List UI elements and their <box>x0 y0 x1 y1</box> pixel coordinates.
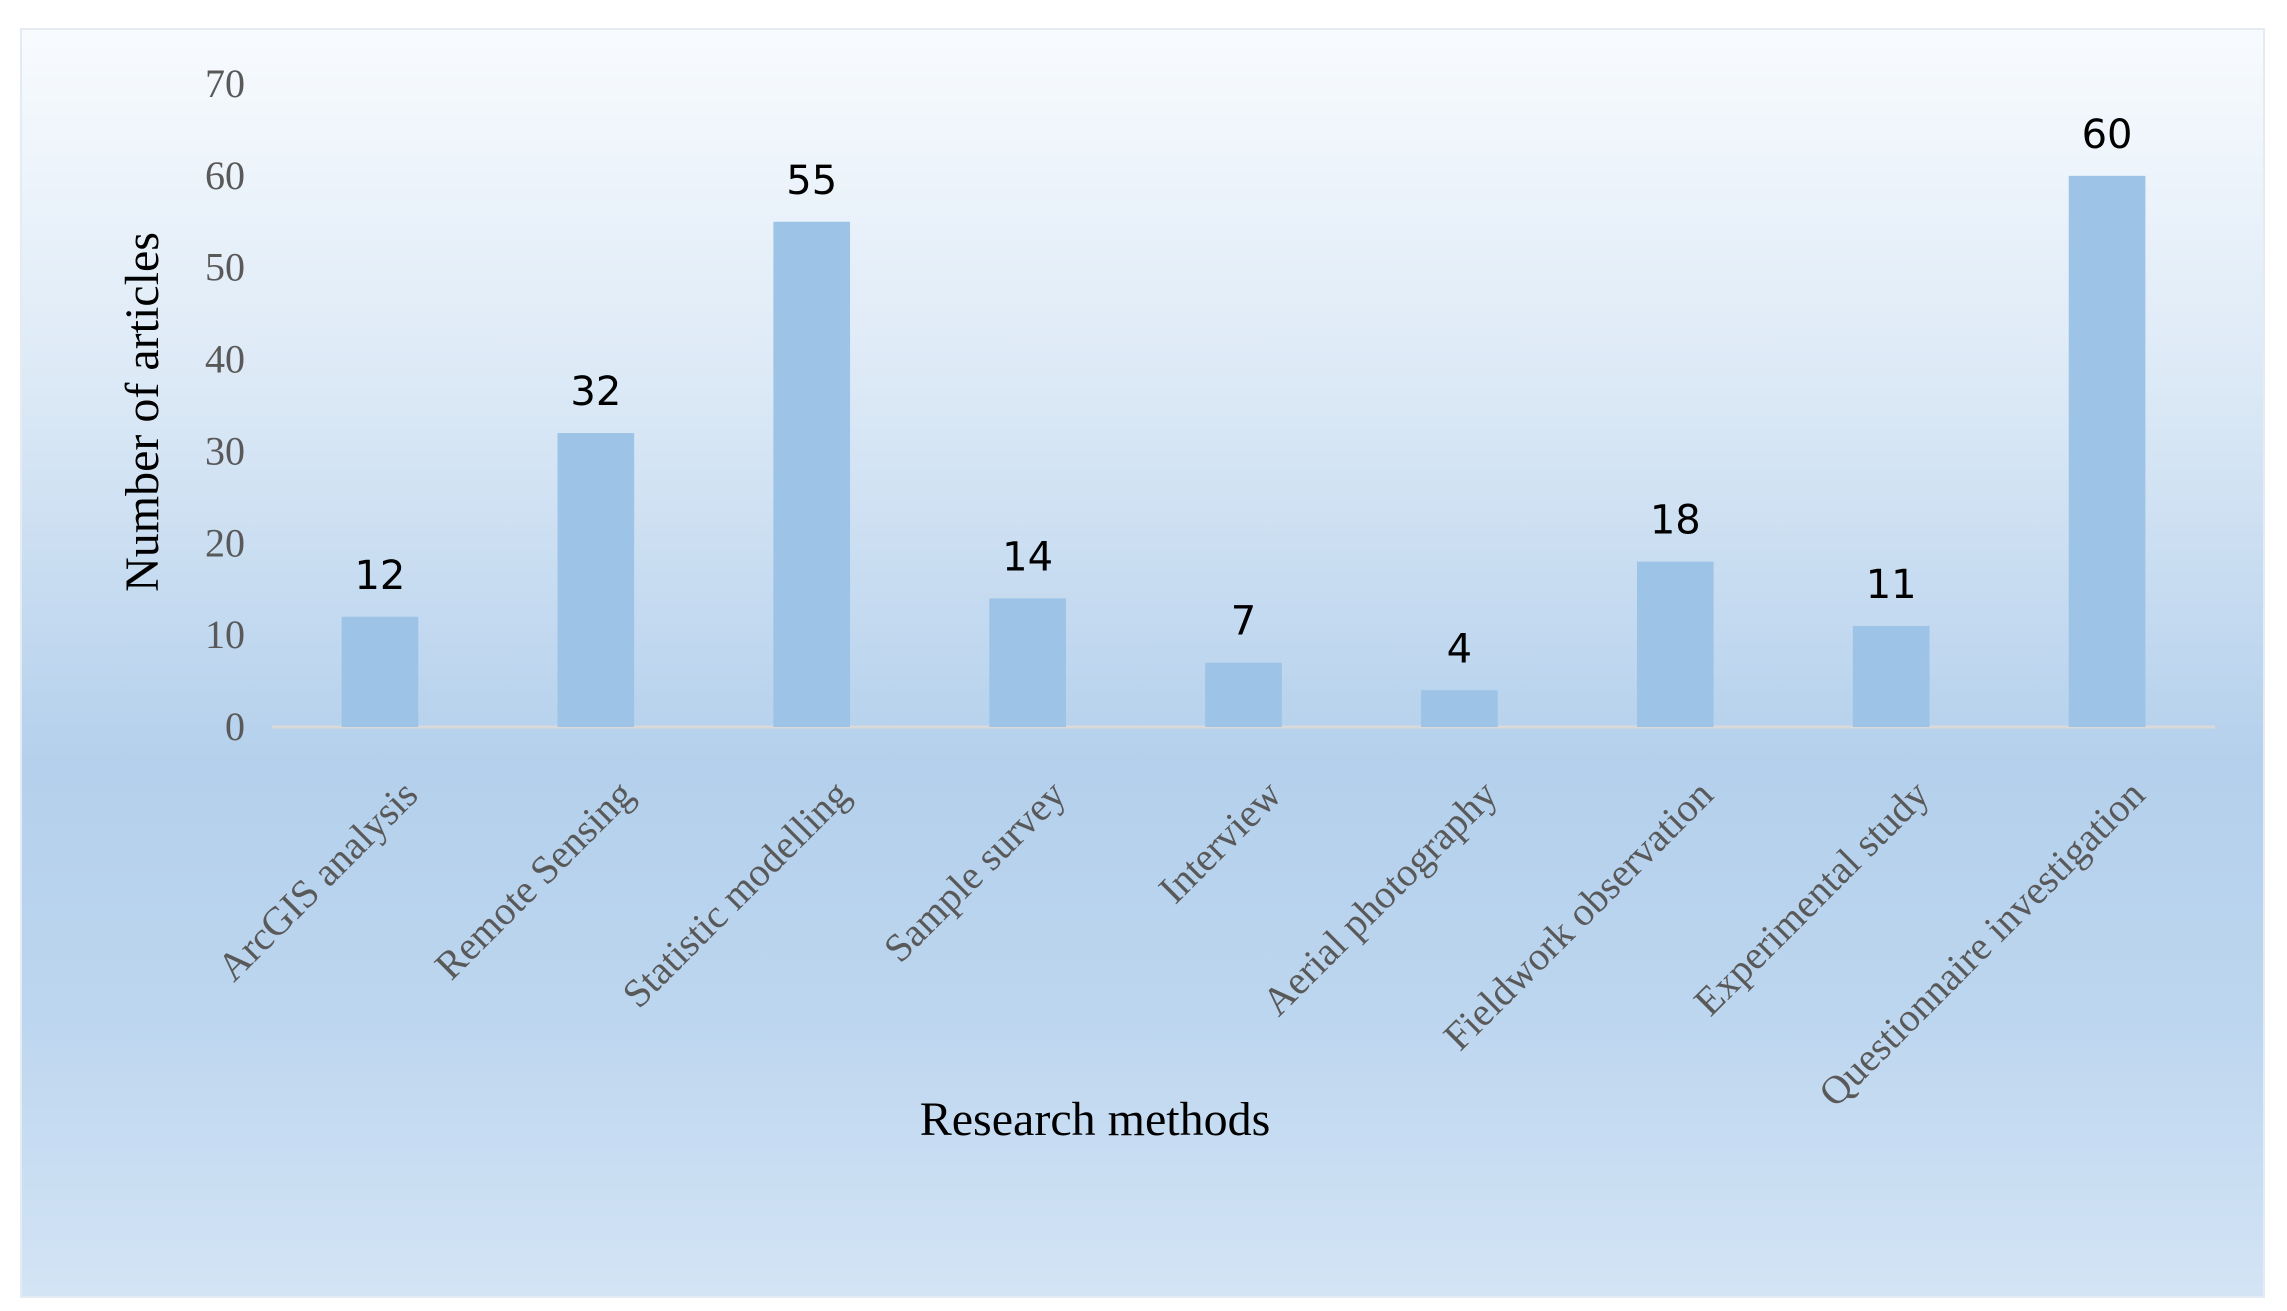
bar <box>2068 175 2146 727</box>
x-category-label: Experimental study <box>1685 772 1938 1025</box>
bar <box>773 221 851 728</box>
x-category-label: Sample survey <box>875 772 1074 971</box>
y-tick-label: 20 <box>205 520 245 565</box>
bar <box>989 598 1066 727</box>
x-category-label: Interview <box>1150 771 1290 911</box>
bar <box>341 616 419 727</box>
bar <box>557 433 635 727</box>
y-axis-ticks: 0 10 20 30 40 50 60 70 <box>205 61 245 749</box>
x-category-label: Aerial photography <box>1253 772 1506 1025</box>
x-category-label: Statistic modelling <box>613 772 858 1017</box>
data-label: 7 <box>1231 599 1256 645</box>
y-tick-label: 50 <box>205 245 245 290</box>
y-tick-label: 0 <box>225 704 245 749</box>
y-tick-label: 40 <box>205 337 245 382</box>
y-tick-label: 10 <box>205 612 245 657</box>
bar <box>1852 625 1930 727</box>
x-category-label: Remote Sensing <box>426 772 642 988</box>
bar <box>1205 662 1282 727</box>
y-axis-title: Number of articles <box>116 232 169 592</box>
x-axis-title: Research methods <box>920 1093 1271 1146</box>
y-tick-label: 70 <box>205 61 245 106</box>
data-label: 60 <box>2082 112 2133 158</box>
bar <box>1421 690 1498 727</box>
x-category-label: ArcGIS analysis <box>208 772 426 990</box>
data-label: 55 <box>786 158 837 204</box>
data-labels: 12 32 55 14 7 4 18 11 60 <box>354 112 2132 672</box>
y-tick-label: 30 <box>205 428 245 473</box>
data-label: 32 <box>570 369 621 415</box>
data-label: 11 <box>1866 562 1917 608</box>
bar <box>1636 561 1714 727</box>
data-label: 12 <box>354 553 405 599</box>
data-label: 18 <box>1650 498 1701 544</box>
y-tick-label: 60 <box>205 153 245 198</box>
data-label: 14 <box>1002 534 1053 580</box>
bars <box>341 175 2146 728</box>
data-label: 4 <box>1447 626 1472 672</box>
